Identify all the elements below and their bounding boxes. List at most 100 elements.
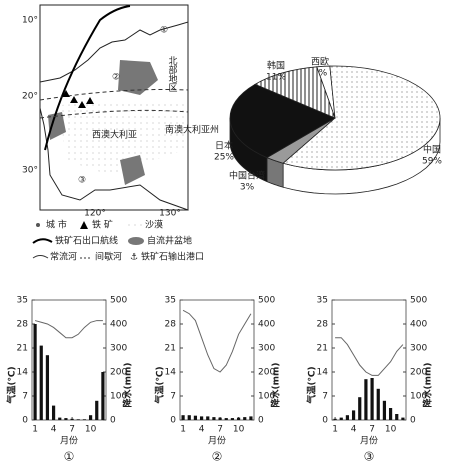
pie-label: 西欧 xyxy=(311,56,329,68)
pie-value-label: 25% xyxy=(214,153,234,163)
y2-tick-label: 300 xyxy=(258,344,275,354)
y2-tick-label: 0 xyxy=(258,416,264,426)
chart-caption: ② xyxy=(212,450,223,464)
y-axis-label: 气温(℃) xyxy=(6,366,18,404)
y2-tick-label: 300 xyxy=(110,344,127,354)
y-tick-label: 14 xyxy=(17,368,29,378)
precip-bar xyxy=(224,418,228,420)
y-tick-label: 0 xyxy=(322,416,328,426)
legend-icon xyxy=(32,255,49,259)
legend-label: 铁矿石输出港口 xyxy=(141,251,204,263)
x-tick-label: 10 xyxy=(233,425,245,435)
y-tick-label: 28 xyxy=(165,320,177,330)
precip-bar xyxy=(76,419,80,420)
y2-tick-label: 100 xyxy=(110,392,127,402)
y-tick-label: 14 xyxy=(317,368,329,378)
x-tick-label: 7 xyxy=(69,425,75,435)
x-tick-label: 4 xyxy=(351,425,357,435)
y-tick-label: 14 xyxy=(165,368,177,378)
precip-bar xyxy=(376,388,380,420)
pie-value-label: 11% xyxy=(266,73,286,83)
precip-bar xyxy=(51,405,56,420)
legend-label: 城 市 xyxy=(46,219,67,231)
y2-tick-label: 500 xyxy=(110,296,127,306)
legend-icon xyxy=(32,238,53,244)
region-label: 北部地区 xyxy=(167,56,178,92)
precip-bar xyxy=(236,417,241,420)
chart-caption: ① xyxy=(64,450,75,464)
map-labels: 10° 20° 30° 120° 130° 西澳大利亚 南澳大利亚州 ① ② ③… xyxy=(22,16,219,263)
y2-tick-label: 0 xyxy=(110,416,116,426)
legend-icon xyxy=(128,237,144,245)
precip-bar xyxy=(345,415,350,420)
lon-label: 130° xyxy=(159,209,181,219)
pie-slice xyxy=(282,65,441,171)
x-tick-label: 4 xyxy=(199,425,205,435)
y-tick-label: 28 xyxy=(317,320,329,330)
precip-bar xyxy=(382,400,387,420)
y-tick-label: 21 xyxy=(17,344,28,354)
plot-frame xyxy=(179,299,255,421)
pie-label: 中国台湾 xyxy=(229,170,265,182)
precip-bar xyxy=(70,418,74,420)
precip-bar xyxy=(230,418,235,420)
y2-tick-label: 100 xyxy=(258,392,275,402)
plot-frame xyxy=(331,299,407,421)
y2-tick-label: 400 xyxy=(410,320,427,330)
lat-label: 10° xyxy=(22,16,38,26)
artesian-basin xyxy=(48,60,158,185)
legend-icon xyxy=(36,223,40,227)
pie-slice xyxy=(229,83,336,159)
precip-bar xyxy=(249,416,253,420)
legend-icon xyxy=(80,221,88,229)
precip-bar xyxy=(88,415,93,420)
map-site: ② xyxy=(112,73,120,83)
x-tick-label: 10 xyxy=(385,425,397,435)
y2-tick-label: 500 xyxy=(410,296,427,306)
precip-bar xyxy=(193,415,198,420)
y2-tick-label: 300 xyxy=(410,344,427,354)
precip-bar xyxy=(364,379,368,420)
lat-label: 30° xyxy=(22,166,38,176)
precip-bar xyxy=(243,417,247,420)
y2-axis-label: 降水(mm) xyxy=(122,363,134,408)
x-tick-label: 1 xyxy=(32,425,38,435)
precip-bar xyxy=(33,324,37,420)
precip-bar xyxy=(95,400,99,420)
y-tick-label: 7 xyxy=(322,392,328,402)
legend-label: 间歇河 xyxy=(95,251,122,263)
y-axis-label: 气温(℃) xyxy=(306,366,318,404)
iron-mine xyxy=(62,90,94,108)
x-tick-label: 10 xyxy=(85,425,97,435)
y2-tick-label: 0 xyxy=(410,416,416,426)
y-axis-label: 气温(℃) xyxy=(154,366,166,404)
temp-line xyxy=(182,309,252,373)
precip-bar xyxy=(333,418,337,420)
precip-bar xyxy=(181,415,185,420)
x-tick-label: 1 xyxy=(180,425,186,435)
pie-value-label: 3% xyxy=(240,183,255,193)
precip-bar xyxy=(199,416,204,420)
map-site: ③ xyxy=(78,176,86,186)
precip-bar xyxy=(370,378,374,420)
precip-bar xyxy=(206,416,210,420)
y2-axis-label: 降水(mm) xyxy=(422,363,434,408)
legend-icon xyxy=(128,221,142,229)
precip-bar xyxy=(395,414,399,420)
y-tick-label: 21 xyxy=(317,344,328,354)
lat-label: 20° xyxy=(22,92,38,102)
x-axis-label: 月份 xyxy=(360,435,378,447)
precip-bar xyxy=(351,410,356,420)
y2-tick-label: 500 xyxy=(258,296,275,306)
x-tick-label: 7 xyxy=(217,425,223,435)
y-tick-label: 28 xyxy=(17,320,29,330)
precip-bar xyxy=(187,415,191,420)
y-tick-label: 21 xyxy=(165,344,176,354)
x-axis-label: 月份 xyxy=(60,435,78,447)
map xyxy=(39,4,189,211)
pie-label: 韩国 xyxy=(267,60,285,72)
legend-label: 沙漠 xyxy=(145,220,163,231)
y-tick-label: 35 xyxy=(317,296,328,306)
precip-bar xyxy=(358,397,362,420)
y-tick-label: 7 xyxy=(22,392,28,402)
